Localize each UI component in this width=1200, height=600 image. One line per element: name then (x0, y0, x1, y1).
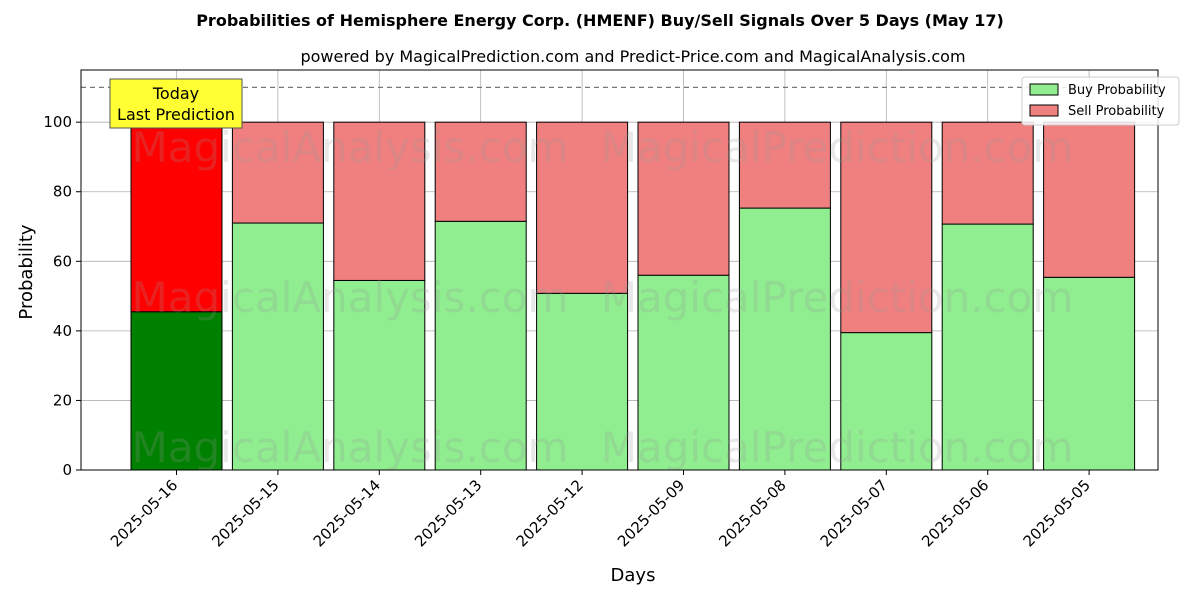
legend-label: Buy Probability (1068, 83, 1166, 98)
watermark-text: MagicalPrediction.com (601, 273, 1074, 322)
chart-title: Probabilities of Hemisphere Energy Corp.… (196, 11, 1004, 30)
x-tick-label: 2025-05-13 (411, 476, 485, 550)
x-tick-label: 2025-05-05 (1020, 476, 1094, 550)
buy-bar (738, 207, 831, 471)
y-tick-label: 60 (53, 252, 72, 270)
buy-bar (840, 332, 933, 471)
sell-bar (536, 121, 629, 294)
annotation-line-today: Today (152, 84, 199, 103)
today-annotation: Today Last Prediction (109, 78, 243, 129)
watermark-text: MagicalAnalysis.com (132, 123, 569, 172)
y-tick-label: 20 (53, 391, 72, 409)
y-axis-label: Probability (16, 224, 37, 319)
sell-bar (333, 121, 426, 281)
x-axis: 2025-05-16 2025-05-15 2025-05-14 2025-05-13… (107, 470, 1094, 550)
watermarks: MagicalAnalysis.com MagicalPrediction.com… (132, 123, 1074, 472)
sell-bar (637, 121, 730, 276)
watermark-text: MagicalPrediction.com (601, 423, 1074, 472)
x-tick-label: 2025-05-06 (918, 476, 992, 550)
watermark-text: MagicalPrediction.com (601, 123, 1074, 172)
y-tick-label: 0 (62, 461, 72, 479)
y-tick-label: 80 (53, 183, 72, 201)
plot-frame (80, 69, 1159, 471)
sell-bar (738, 121, 831, 209)
buy-bar (536, 292, 629, 471)
bars (130, 121, 1136, 471)
x-tick-label: 2025-05-12 (513, 476, 587, 550)
watermark-text: MagicalAnalysis.com (132, 423, 569, 472)
buy-bar (130, 311, 223, 471)
chart-subtitle: powered by MagicalPrediction.com and Pre… (300, 47, 965, 66)
x-tick-label: 2025-05-14 (310, 476, 384, 550)
x-tick-label: 2025-05-08 (715, 476, 789, 550)
legend-label: Sell Probability (1068, 104, 1165, 119)
sell-bar (1043, 121, 1136, 278)
sell-bar (840, 121, 933, 334)
sell-bar (941, 121, 1034, 225)
x-tick-label: 2025-05-16 (107, 476, 181, 550)
annotation-line-last-prediction: Last Prediction (117, 105, 235, 124)
legend: Buy Probability Sell Probability (1021, 76, 1180, 126)
buy-bar (434, 220, 527, 471)
buy-bar (941, 223, 1034, 471)
watermark-text: MagicalAnalysis.com (132, 273, 569, 322)
y-axis: 0 20 40 60 80 100 (43, 113, 81, 479)
sell-bar (231, 121, 324, 224)
x-tick-label: 2025-05-09 (614, 476, 688, 550)
x-tick-label: 2025-05-07 (817, 476, 891, 550)
annotation-box (109, 78, 243, 129)
legend-swatch (1029, 104, 1059, 117)
y-tick-label: 40 (53, 322, 72, 340)
x-axis-label: Days (611, 565, 656, 586)
buy-bar (333, 279, 426, 471)
buy-bar (1043, 276, 1136, 471)
legend-box (1021, 76, 1180, 126)
sell-bar (130, 121, 223, 313)
legend-swatch (1029, 83, 1059, 96)
buy-bar (637, 274, 730, 471)
x-tick-label: 2025-05-15 (208, 476, 282, 550)
y-tick-label: 100 (43, 113, 72, 131)
sell-bar (434, 121, 527, 222)
